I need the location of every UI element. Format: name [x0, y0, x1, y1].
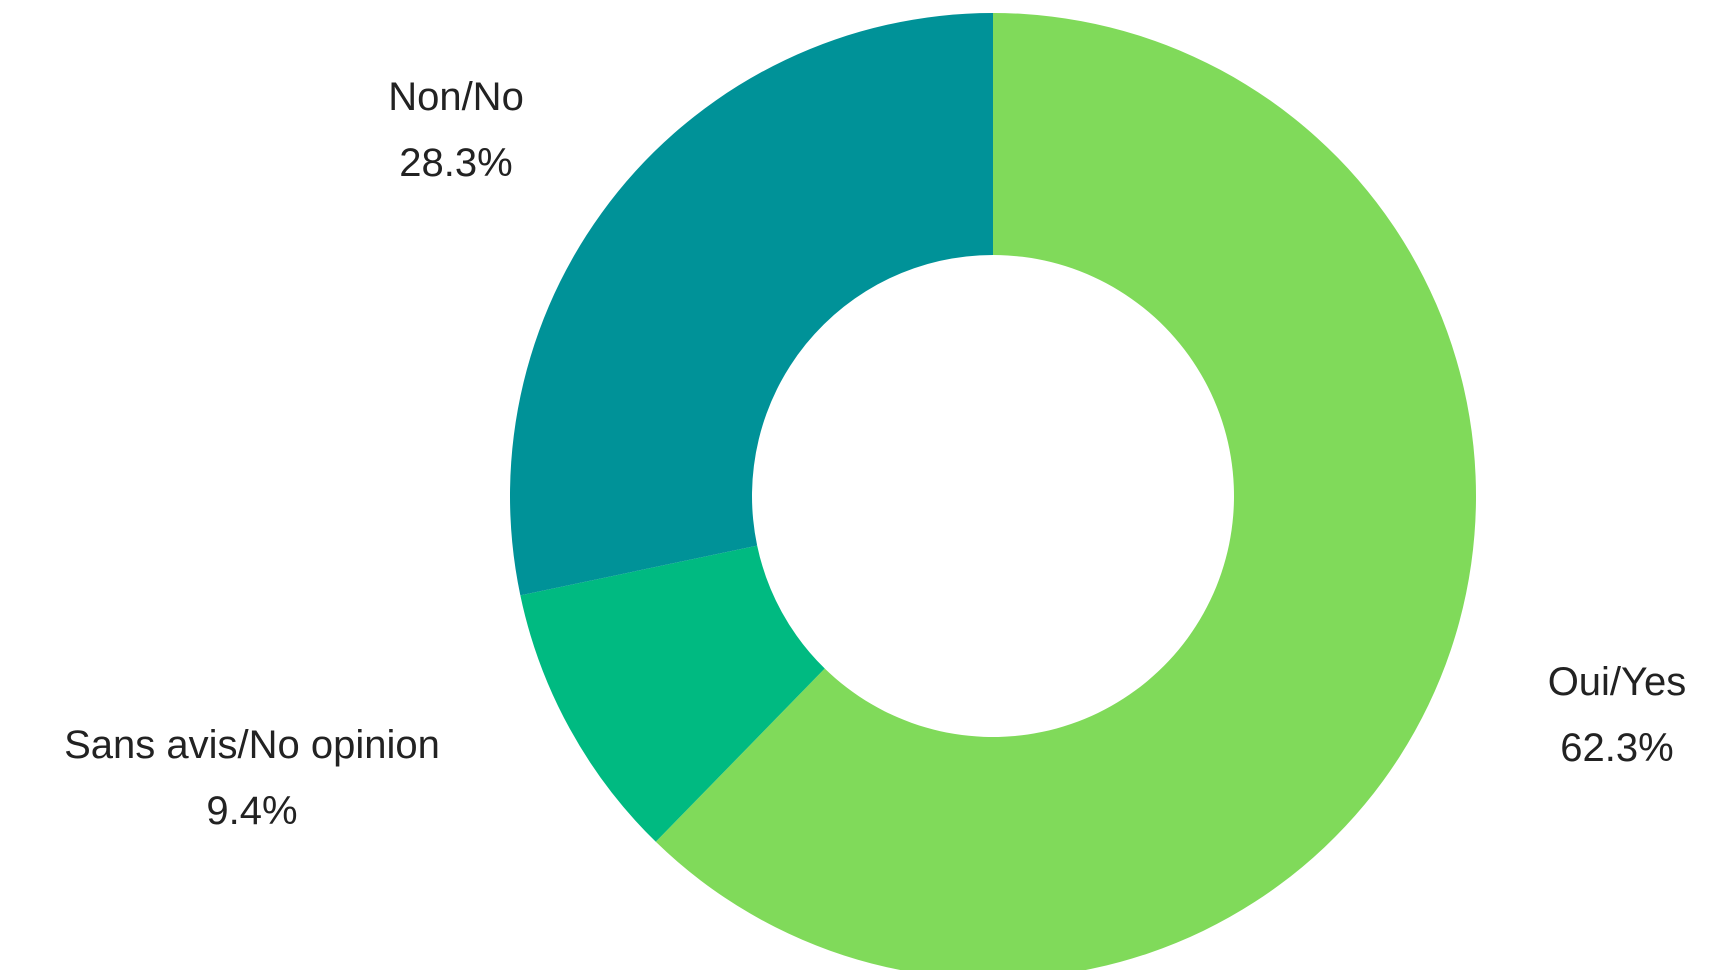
label-sansavis-value: 9.4% [206, 789, 297, 833]
slice-oui-yes [655, 13, 1476, 970]
label-sansavis-name: Sans avis/No opinion [64, 723, 440, 767]
slice-sans-avis-no-opinion [520, 545, 825, 842]
label-non-name: Non/No [388, 75, 524, 119]
label-oui-name: Oui/Yes [1548, 660, 1687, 704]
slices-group [509, 13, 1476, 970]
label-non-value: 28.3% [399, 141, 512, 185]
slice-non-no [509, 13, 993, 596]
label-oui-value: 62.3% [1560, 726, 1673, 770]
